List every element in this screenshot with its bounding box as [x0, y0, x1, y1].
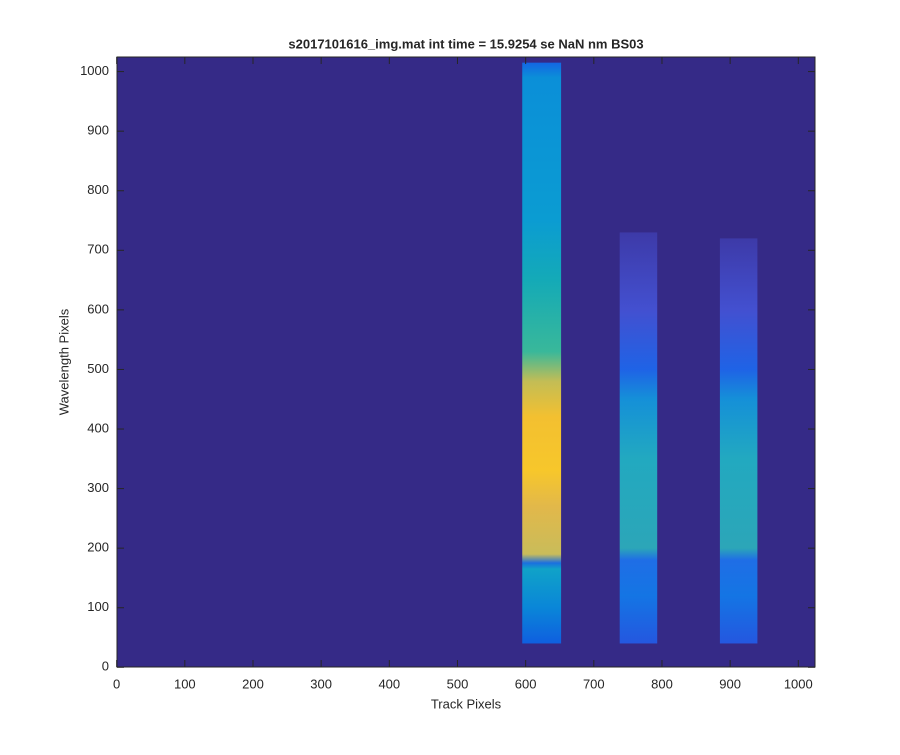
- y-tick-label: 600: [87, 301, 109, 316]
- x-tick-label: 900: [719, 676, 741, 691]
- x-tick-label: 0: [113, 676, 120, 691]
- y-tick-label: 0: [102, 659, 109, 674]
- x-tick-label: 1000: [784, 676, 813, 691]
- y-tick-label: 100: [87, 599, 109, 614]
- y-tick-label: 1000: [80, 63, 109, 78]
- intensity-band: [522, 62, 562, 644]
- x-tick-label: 100: [174, 676, 196, 691]
- x-axis-label: Track Pixels: [431, 696, 502, 711]
- x-tick-label: 200: [242, 676, 264, 691]
- x-tick-label: 700: [583, 676, 605, 691]
- y-tick-label: 500: [87, 361, 109, 376]
- x-tick-label: 300: [310, 676, 332, 691]
- y-tick-label: 900: [87, 123, 109, 138]
- intensity-band: [619, 232, 658, 644]
- image-background: [117, 57, 815, 667]
- y-tick-label: 800: [87, 182, 109, 197]
- x-tick-label: 800: [651, 676, 673, 691]
- chart-title: s2017101616_img.mat int time = 15.9254 s…: [288, 36, 643, 51]
- x-tick-label: 500: [447, 676, 469, 691]
- x-tick-label: 400: [378, 676, 400, 691]
- y-axis-label: Wavelength Pixels: [56, 308, 71, 415]
- y-tick-label: 300: [87, 480, 109, 495]
- x-tick-label: 600: [515, 676, 537, 691]
- y-tick-label: 400: [87, 420, 109, 435]
- y-tick-label: 200: [87, 540, 109, 555]
- intensity-band: [719, 238, 758, 644]
- axes-box: [116, 56, 816, 668]
- y-tick-label: 700: [87, 242, 109, 257]
